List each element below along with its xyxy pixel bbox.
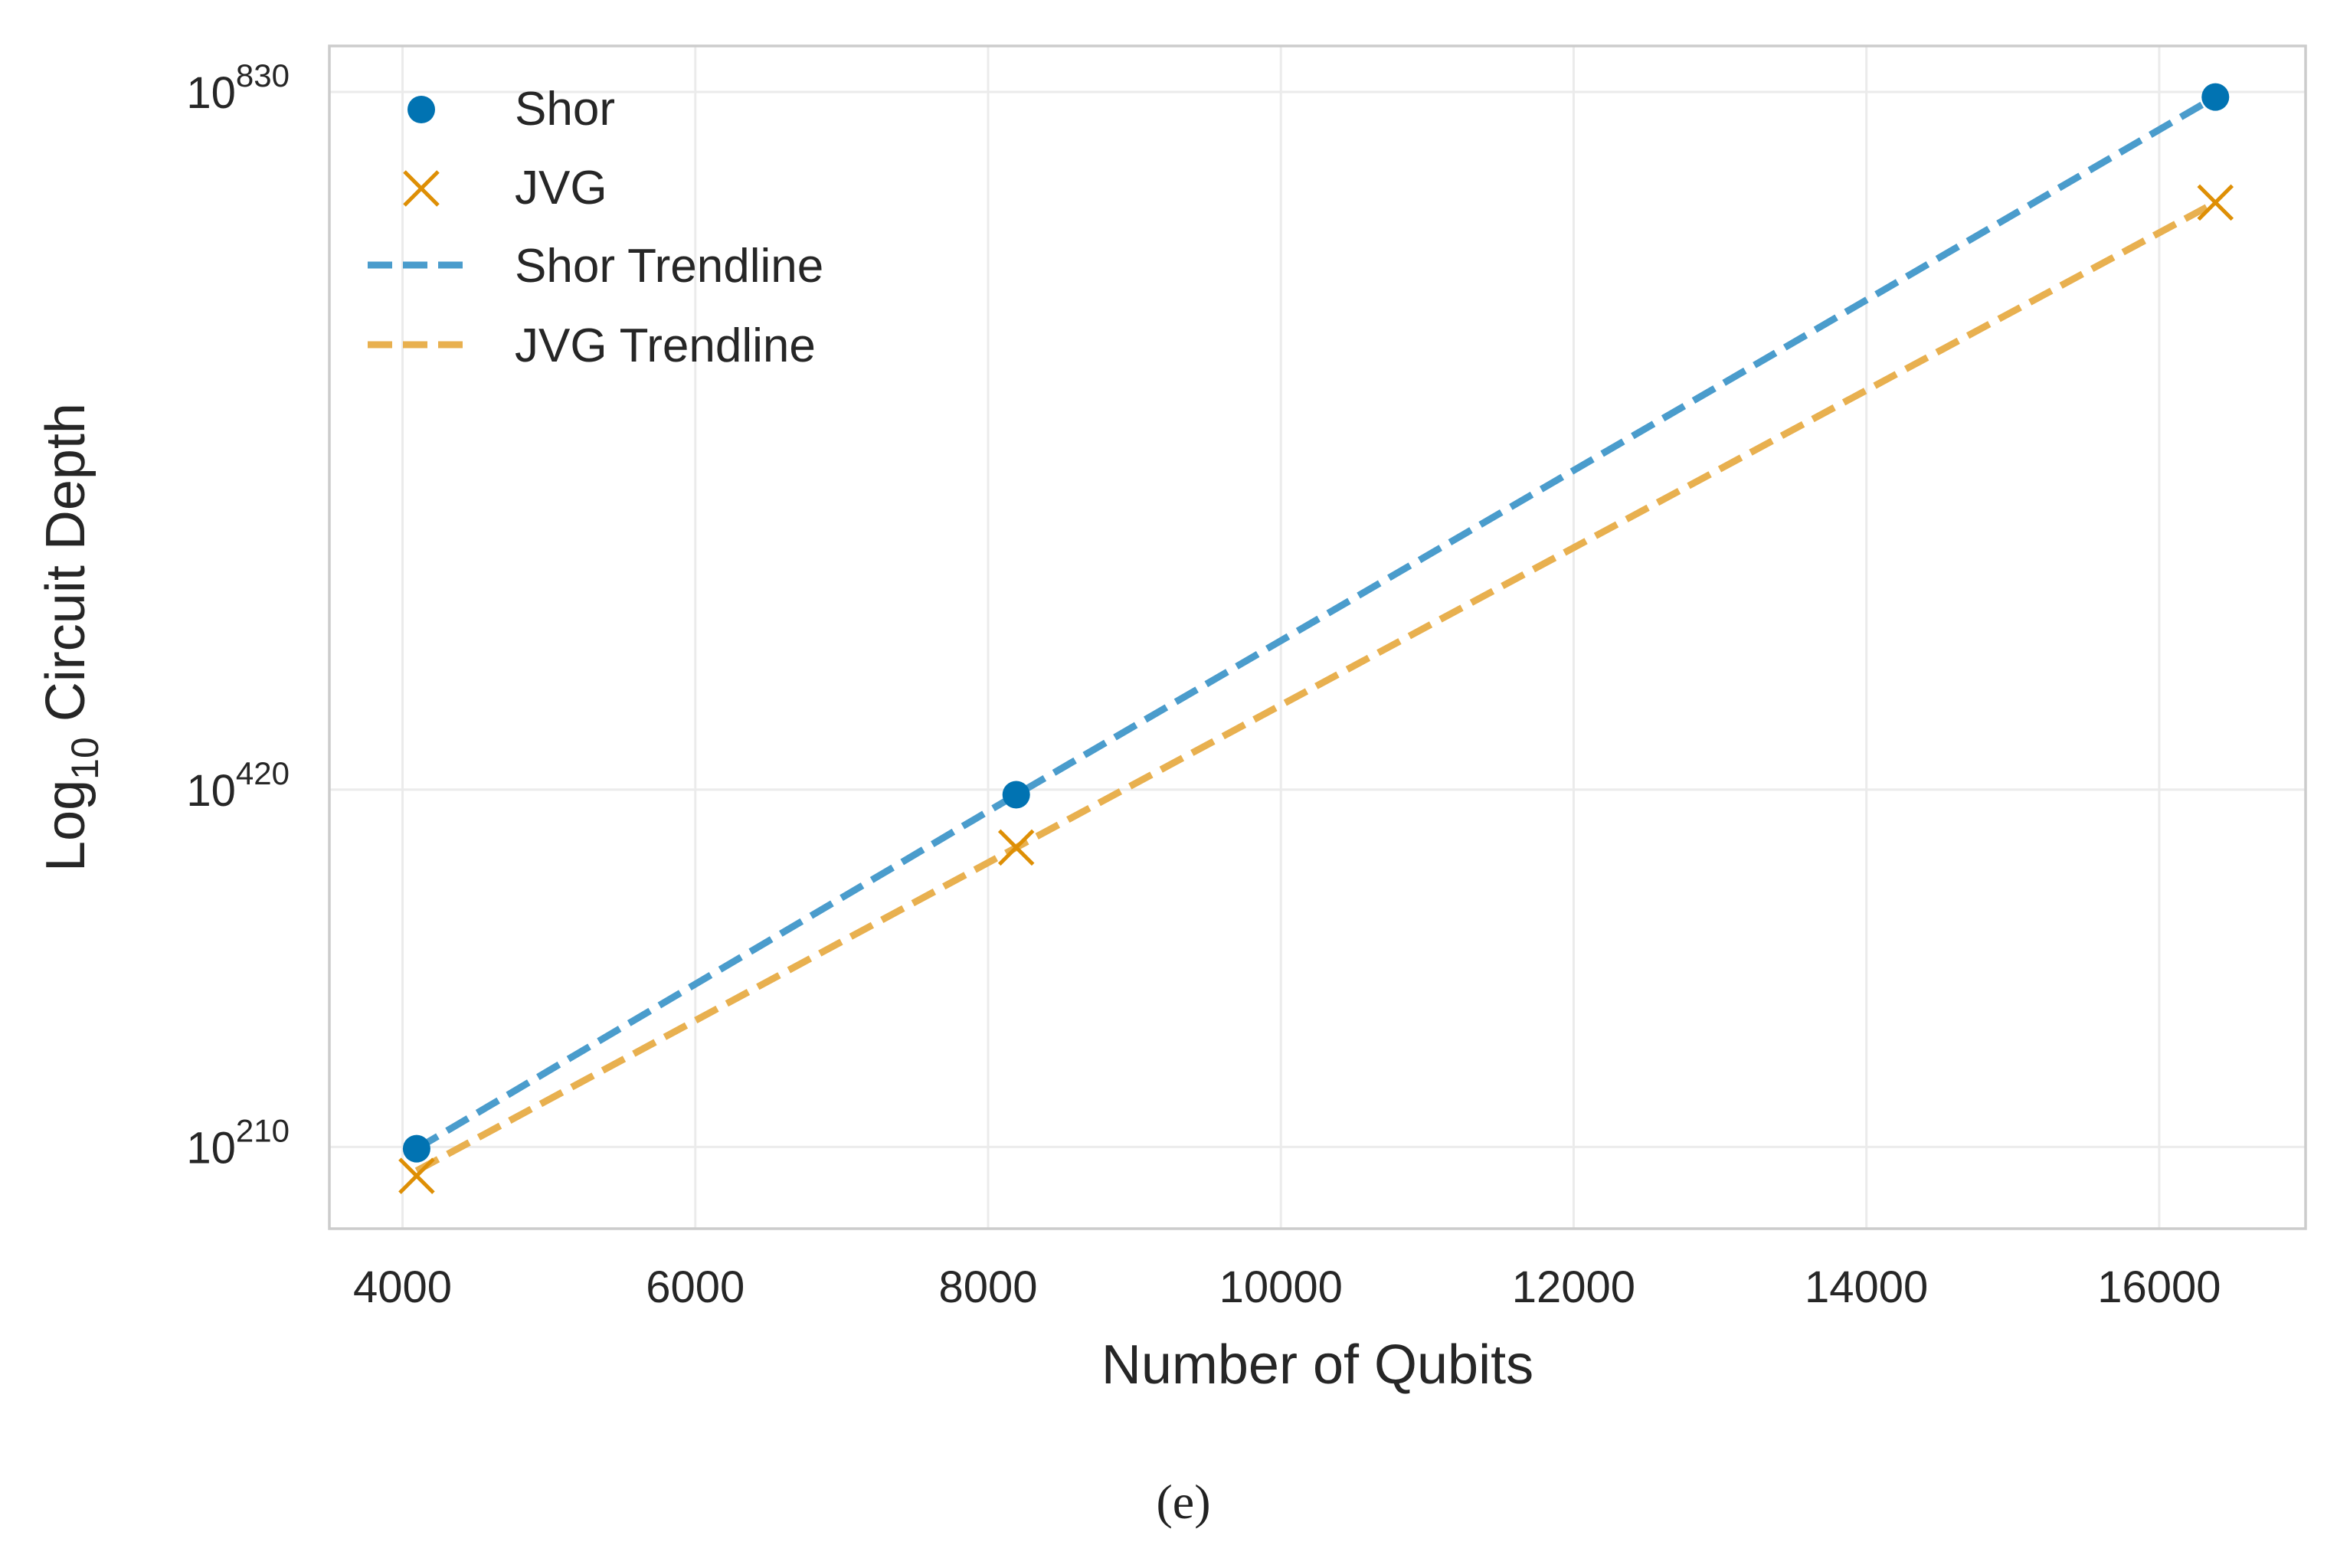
x-tick-label: 4000	[353, 1262, 452, 1312]
grid	[329, 46, 2306, 1229]
y-axis-title-subscript: 10	[64, 737, 106, 780]
data-point-shor	[402, 1134, 430, 1163]
data-point-jvg	[398, 1157, 435, 1194]
legend-label-jvg-trendline: JVG Trendline	[515, 319, 816, 372]
legend-item-jvg-trendline: JVG Trendline	[368, 319, 816, 372]
y-tick-label: 10420	[186, 755, 290, 816]
data-point-jvg	[2197, 184, 2234, 221]
y-tick-label: 10210	[186, 1112, 290, 1173]
legend-label-shor: Shor	[515, 83, 615, 136]
legend-marker-jvg	[403, 170, 440, 207]
x-tick-label: 12000	[1512, 1262, 1635, 1312]
legend-item-shor: Shor	[407, 83, 615, 136]
x-tick-label: 8000	[938, 1262, 1037, 1312]
plot-frame	[328, 44, 2307, 1230]
data-point-jvg	[997, 829, 1035, 866]
x-axis: 4000 6000 8000 10000 12000 14000 16000	[353, 1262, 2221, 1312]
x-tick-label: 16000	[2097, 1262, 2221, 1312]
series-line-shor-trendline	[414, 93, 2217, 1152]
data-points	[398, 83, 2234, 1194]
legend: Shor JVG Shor Trendline JVG Trendline	[368, 83, 823, 372]
x-tick-label: 10000	[1219, 1262, 1343, 1312]
y-tick-label: 10830	[186, 57, 290, 118]
legend-item-shor-trendline: Shor Trendline	[368, 240, 823, 293]
figure-caption: (e)	[1156, 1475, 1210, 1529]
data-point-shor	[1002, 781, 1030, 809]
x-tick-label: 14000	[1805, 1262, 1928, 1312]
y-axis-title: Log10 Circuit Depth	[35, 403, 106, 872]
x-axis-title: Number of Qubits	[1101, 1334, 1533, 1396]
legend-label-shor-trendline: Shor Trendline	[515, 240, 823, 293]
data-point-shor	[2201, 83, 2230, 111]
y-axis: 10210 10420 10830	[186, 57, 290, 1173]
legend-label-jvg: JVG	[515, 162, 607, 214]
legend-marker-shor	[407, 96, 435, 123]
plot-background	[329, 46, 2306, 1229]
legend-item-jvg: JVG	[403, 162, 607, 214]
x-tick-label: 6000	[646, 1262, 745, 1312]
